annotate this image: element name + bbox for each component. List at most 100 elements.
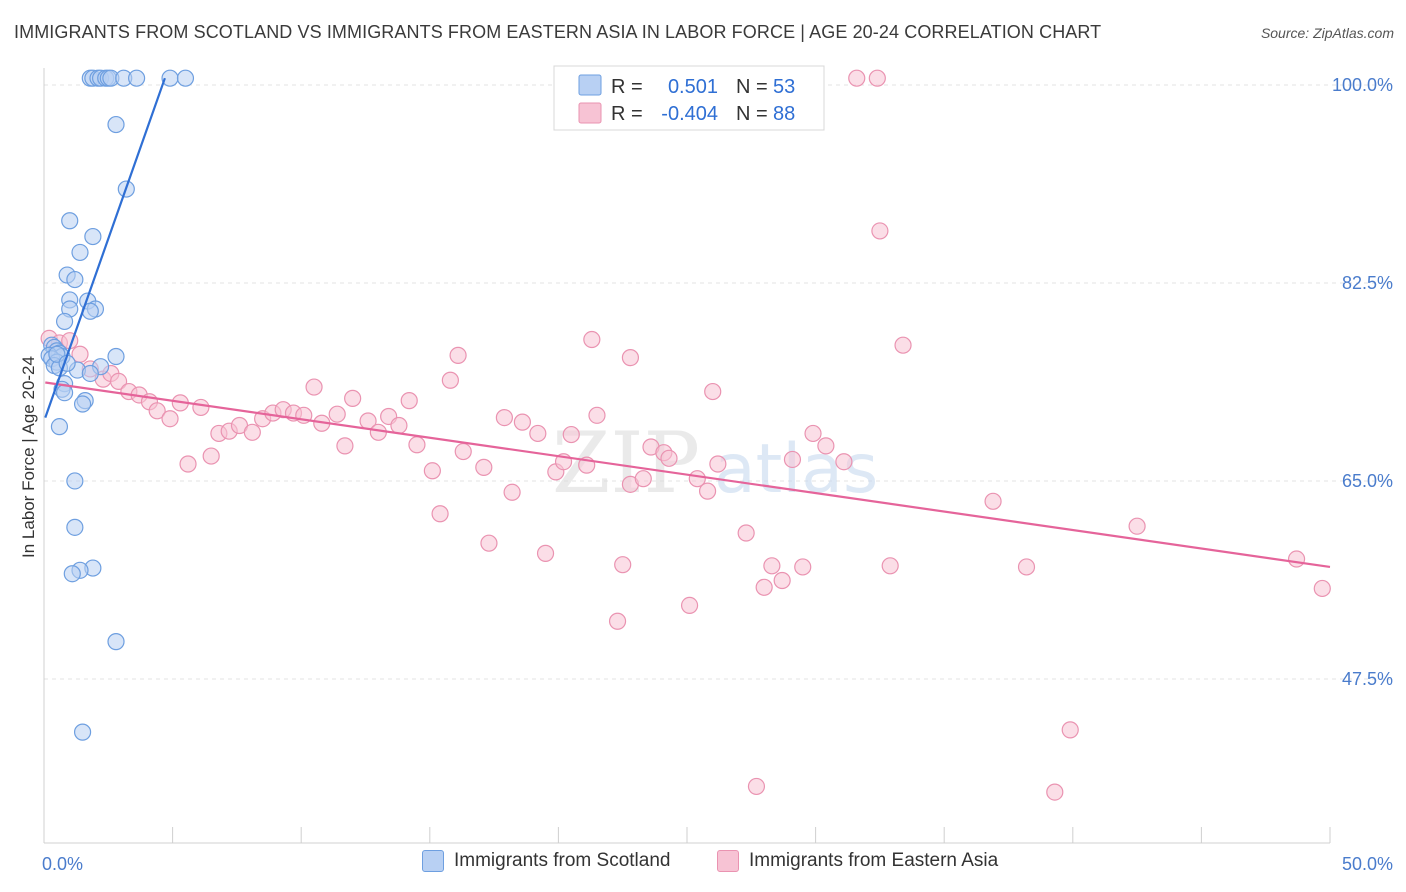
data-point: [71, 243, 89, 262]
data-point: [390, 416, 408, 435]
bottom-legend-swatch-scotland: [422, 850, 444, 872]
data-point: [55, 312, 74, 331]
bottom-legend-item-eastern-asia: Immigrants from Eastern Asia: [717, 850, 998, 872]
series-scotland-points: [40, 69, 195, 741]
data-point: [1287, 550, 1306, 568]
data-point: [66, 518, 84, 536]
legend-swatch-eastern-asia: [578, 102, 602, 124]
watermark-atlas: atlas: [714, 430, 878, 509]
bottom-legend-swatch-eastern-asia: [717, 850, 739, 872]
data-point: [495, 408, 513, 427]
data-point: [61, 212, 79, 230]
data-point: [848, 69, 866, 87]
data-point: [1061, 721, 1079, 739]
data-point: [881, 557, 899, 575]
data-point: [107, 347, 125, 366]
legend-n-label-scotland: N =: [736, 76, 768, 98]
data-point: [243, 423, 261, 441]
data-point: [737, 524, 755, 542]
bottom-legend-label-eastern-asia: Immigrants from Eastern Asia: [749, 850, 999, 871]
source-label: Source: ZipAtlas.com: [1260, 25, 1394, 41]
data-point: [614, 556, 632, 574]
y-tick-label: 100.0%: [1332, 75, 1393, 95]
y-tick-label: 82.5%: [1342, 273, 1393, 293]
x-ticks: [172, 827, 1331, 843]
data-point: [202, 447, 220, 465]
legend-r-label-eastern-asia: R =: [611, 103, 643, 125]
data-point: [179, 455, 197, 473]
data-point: [73, 395, 92, 413]
data-point: [871, 222, 889, 240]
data-point: [583, 330, 601, 349]
grid-lines: [44, 84, 1394, 680]
data-point: [73, 723, 92, 741]
data-point: [755, 578, 773, 596]
data-point: [868, 69, 886, 87]
data-point: [336, 437, 354, 455]
data-point: [449, 346, 467, 364]
data-point: [503, 483, 521, 501]
legend-swatch-scotland: [578, 74, 602, 96]
data-point: [81, 364, 99, 383]
data-point: [161, 410, 179, 428]
data-point: [423, 462, 441, 480]
data-point: [1046, 783, 1064, 801]
data-point: [804, 424, 822, 443]
legend-n-value-eastern-asia: 88: [773, 103, 795, 125]
data-point: [621, 349, 640, 367]
legend-r-label-scotland: R =: [611, 76, 643, 98]
data-point: [698, 482, 717, 500]
data-point: [400, 392, 418, 410]
legend-r-value-eastern-asia: -0.404: [661, 103, 718, 125]
trend-lines: [44, 77, 1331, 569]
data-point: [513, 413, 531, 431]
data-point: [536, 544, 555, 562]
data-point: [475, 458, 493, 476]
data-point: [305, 378, 323, 396]
data-point: [192, 398, 210, 417]
data-point: [660, 449, 678, 467]
trend-line-scotland: [44, 77, 166, 418]
data-point: [817, 437, 835, 455]
data-point: [454, 442, 472, 461]
x-tick-label-min: 0.0%: [42, 854, 83, 874]
data-point: [1128, 517, 1146, 535]
stats-legend: R = 0.501 N = 53 R = -0.404 N = 88: [553, 65, 825, 131]
data-point: [344, 389, 362, 407]
data-point: [107, 633, 125, 651]
data-point: [773, 571, 791, 590]
data-point: [783, 450, 802, 469]
data-point: [747, 777, 766, 796]
y-axis-label: In Labor Force | Age 20-24: [19, 356, 38, 558]
data-point: [894, 336, 912, 354]
legend-r-value-scotland: 0.501: [668, 76, 718, 98]
data-point: [680, 596, 699, 615]
data-point: [127, 69, 146, 87]
data-point: [1313, 579, 1331, 598]
legend-n-value-scotland: 53: [773, 76, 795, 98]
bottom-legend-label-scotland: Immigrants from Scotland: [454, 850, 671, 871]
data-point: [109, 372, 128, 390]
data-point: [369, 423, 387, 441]
chart-title: IMMIGRANTS FROM SCOTLAND VS IMMIGRANTS F…: [14, 22, 1102, 42]
data-point: [63, 565, 81, 583]
data-point: [66, 270, 84, 289]
data-point: [704, 382, 722, 401]
data-point: [763, 557, 781, 575]
trend-line-eastern-asia: [45, 381, 1331, 569]
data-point: [176, 69, 195, 87]
data-point: [480, 534, 498, 552]
data-point: [709, 455, 727, 473]
data-point: [441, 371, 459, 389]
data-point: [634, 470, 652, 488]
bottom-legend-item-scotland: Immigrants from Scotland: [422, 850, 670, 872]
bottom-legend: Immigrants from Scotland Immigrants from…: [0, 850, 1406, 880]
data-point: [588, 406, 606, 424]
data-point: [794, 558, 812, 576]
data-point: [608, 612, 627, 630]
data-point: [84, 227, 102, 246]
data-point: [529, 424, 547, 443]
y-tick-labels: 47.5% 65.0% 82.5% 100.0%: [1332, 75, 1393, 689]
data-point: [148, 402, 166, 420]
